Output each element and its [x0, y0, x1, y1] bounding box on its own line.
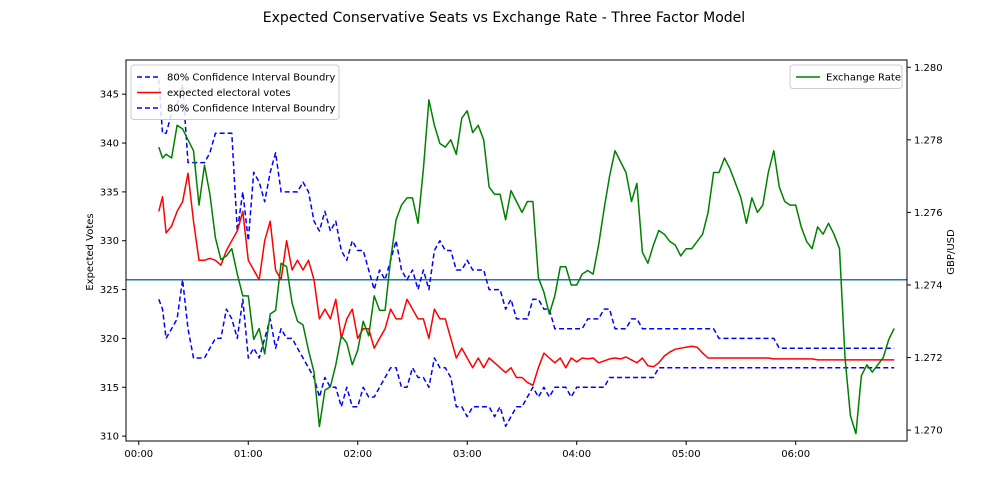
legend-right-label: Exchange Rate: [826, 73, 901, 84]
y-tick-label-left: 320: [100, 334, 119, 345]
y-axis-label-right: GBP/USD: [946, 229, 957, 275]
chart-title: Expected Conservative Seats vs Exchange …: [263, 10, 745, 26]
x-tick-label: 00:00: [124, 449, 153, 460]
y-tick-label-right: 1.270: [914, 426, 943, 437]
legend-right-box: [789, 64, 903, 89]
y-tick-label-right: 1.276: [914, 208, 943, 219]
series-line-1: [158, 172, 895, 387]
y-tick-label-right: 1.280: [914, 63, 943, 74]
y-tick-label-left: 345: [100, 90, 119, 101]
y-axis-label-left: Expected Votes: [85, 213, 96, 290]
series-line-0: [158, 79, 895, 349]
x-tick-label: 05:00: [672, 449, 701, 460]
y-tick-label-left: 335: [100, 187, 119, 198]
x-tick-label: 01:00: [234, 449, 263, 460]
x-tick-label: 06:00: [781, 449, 810, 460]
y-tick-label-left: 310: [100, 432, 119, 443]
y-tick-label-right: 1.274: [914, 280, 943, 291]
y-tick-label-left: 340: [100, 139, 119, 150]
x-tick-label: 03:00: [453, 449, 482, 460]
y-tick-label-left: 330: [100, 236, 119, 247]
x-tick-label: 02:00: [343, 449, 372, 460]
legend-left-box: [130, 64, 340, 120]
y-tick-label-right: 1.272: [914, 353, 943, 364]
series-line-3: [158, 99, 895, 435]
x-tick-label: 04:00: [562, 449, 591, 460]
legend-left-label: 80% Confidence Interval Boundry: [167, 73, 335, 84]
y-tick-label-left: 315: [100, 383, 119, 394]
series-line-2: [158, 279, 895, 428]
y-tick-label-left: 325: [100, 285, 119, 296]
plot-area: 00:00 01:00 02:00 03:00 04:00 05:00 06:00 310 31…: [100, 59, 943, 460]
plot-frame: [125, 59, 908, 442]
y-tick-label-right: 1.278: [914, 135, 943, 146]
legend-left-label: 80% Confidence Interval Boundry: [167, 104, 335, 115]
legend-left-label: expected electoral votes: [167, 88, 291, 99]
